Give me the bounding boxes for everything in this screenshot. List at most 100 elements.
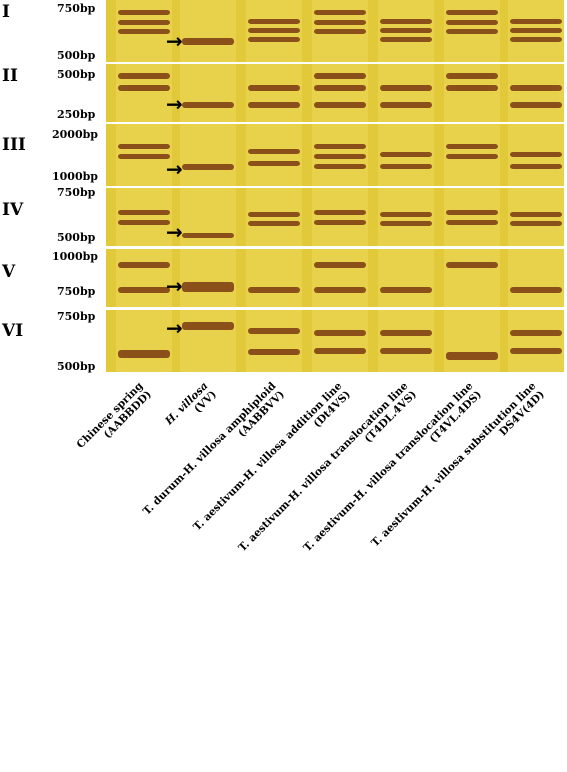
gel-band	[314, 20, 366, 25]
gel-band	[446, 10, 498, 15]
gel-lane	[312, 188, 368, 246]
gel-band	[182, 282, 234, 292]
right-arrow-icon: →	[166, 29, 183, 53]
gel-band	[314, 210, 366, 215]
gel-lane	[246, 249, 302, 307]
gel-figure: I II III IV V VI 750bp 500bp 500bp 250bp…	[2, 0, 564, 554]
gel-band	[380, 85, 432, 91]
gel-band	[248, 37, 300, 42]
gel-band	[510, 287, 562, 293]
gel-band	[314, 262, 366, 268]
gel-band	[510, 330, 562, 336]
gel-lane	[116, 188, 172, 246]
gel-band	[248, 161, 300, 166]
gel-band	[446, 20, 498, 25]
gel-panel-II	[106, 64, 564, 122]
gel-lane	[180, 249, 236, 307]
gel-band	[118, 29, 170, 34]
gel-lane	[312, 310, 368, 372]
gel-lane	[444, 310, 500, 372]
gel-lane	[508, 249, 564, 307]
gel-band	[314, 73, 366, 79]
right-arrow-icon: →	[166, 316, 183, 340]
gel-band	[182, 164, 234, 170]
gel-band	[248, 328, 300, 334]
gel-band	[314, 220, 366, 225]
gel-panel-I	[106, 0, 564, 62]
marker-label: 250bp	[57, 108, 96, 121]
gel-band	[314, 330, 366, 336]
right-arrow-icon: →	[166, 92, 183, 116]
gel-band	[118, 85, 170, 91]
gel-band	[118, 154, 170, 159]
gel-band	[380, 348, 432, 354]
gel-lane	[246, 64, 302, 122]
gel-band	[118, 10, 170, 15]
panel-label-IV: IV	[2, 200, 24, 220]
gel-band	[380, 287, 432, 293]
gel-band	[510, 164, 562, 169]
gel-band	[380, 28, 432, 33]
gel-band	[380, 102, 432, 108]
gel-band	[510, 221, 562, 226]
gel-band	[380, 19, 432, 24]
gel-band	[248, 19, 300, 24]
right-arrow-icon: →	[166, 274, 183, 298]
gel-band	[314, 102, 366, 108]
gel-band	[510, 348, 562, 354]
gel-band	[380, 152, 432, 157]
gel-band	[248, 349, 300, 355]
gel-lane	[508, 64, 564, 122]
gel-band	[380, 221, 432, 226]
gel-band	[118, 73, 170, 79]
gel-band	[380, 164, 432, 169]
gel-lane	[116, 64, 172, 122]
gel-lane	[180, 0, 236, 62]
panel-label-II: II	[2, 66, 18, 86]
gel-band	[446, 262, 498, 268]
gel-band	[446, 144, 498, 149]
gel-band	[182, 322, 234, 330]
gel-lane	[180, 310, 236, 372]
gel-band	[182, 233, 234, 238]
marker-label: 500bp	[57, 49, 96, 62]
marker-label: 500bp	[57, 68, 96, 81]
marker-label: 1000bp	[52, 250, 98, 263]
gel-band	[118, 210, 170, 215]
panel-label-III: III	[2, 135, 26, 155]
lane-label-line2: (AABBDD)	[101, 388, 154, 441]
marker-label: 1000bp	[52, 170, 98, 183]
gel-band	[510, 37, 562, 42]
right-arrow-icon: →	[166, 157, 183, 181]
gel-lane	[444, 249, 500, 307]
gel-band	[380, 37, 432, 42]
gel-panel-IV	[106, 188, 564, 246]
gel-band	[118, 287, 170, 293]
gel-band	[314, 164, 366, 169]
marker-label: 750bp	[57, 310, 96, 323]
gel-band	[314, 348, 366, 354]
marker-label: 750bp	[57, 2, 96, 15]
gel-lane	[116, 249, 172, 307]
gel-lane	[246, 310, 302, 372]
gel-band	[510, 19, 562, 24]
gel-band	[314, 154, 366, 159]
gel-band	[248, 85, 300, 91]
gel-lane	[312, 64, 368, 122]
gel-lane	[180, 124, 236, 186]
panel-label-VI: VI	[2, 321, 24, 341]
gel-lane	[444, 64, 500, 122]
panel-label-I: I	[2, 2, 10, 22]
gel-band	[314, 144, 366, 149]
gel-band	[446, 352, 498, 360]
gel-band	[248, 287, 300, 293]
gel-band	[118, 20, 170, 25]
gel-band	[380, 212, 432, 217]
gel-lane	[180, 64, 236, 122]
gel-band	[248, 102, 300, 108]
gel-band	[248, 221, 300, 226]
gel-panel-VI	[106, 310, 564, 372]
gel-panel-V	[106, 249, 564, 307]
gel-lane	[508, 310, 564, 372]
gel-lane	[444, 188, 500, 246]
